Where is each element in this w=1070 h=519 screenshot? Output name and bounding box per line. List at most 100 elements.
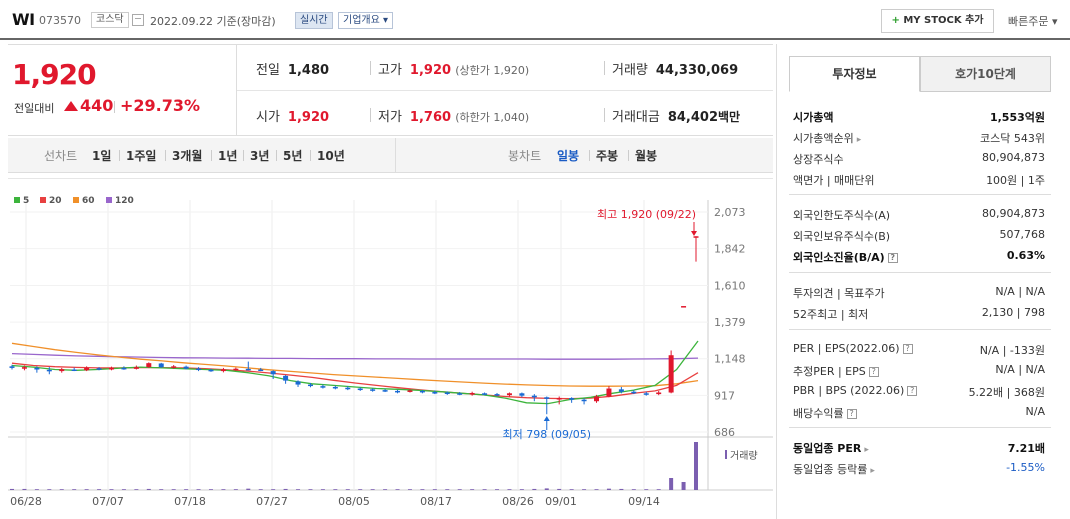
info-label: PBR | BPS (2022.06)? — [793, 384, 918, 397]
ma120-line — [11, 352, 699, 360]
divider — [395, 138, 396, 173]
candle-weekly[interactable]: 주봉 — [596, 149, 619, 163]
help-icon[interactable]: ? — [868, 367, 879, 377]
price-chart[interactable]: 2,073 1,842 1,610 1,379 1,148 917 686 06/28 07/0… — [8, 178, 773, 518]
divider — [310, 150, 311, 161]
candle-body — [345, 387, 351, 390]
info-label: 시가총액 — [793, 111, 834, 124]
info-row: 액면가 | 매매단위 100원 | 1주 — [789, 169, 1051, 189]
stat-amount: 거래대금 84,402백만 — [612, 106, 740, 125]
candle-body — [208, 369, 214, 372]
legend-swatch — [73, 197, 79, 203]
period-1y[interactable]: 1년 — [218, 149, 238, 163]
y-tick-label: 1,148 — [714, 353, 746, 366]
candle-body — [395, 390, 401, 393]
volume-bar — [159, 489, 164, 490]
tab-orderbook-10[interactable]: 호가10단계 — [920, 56, 1051, 92]
volume-bar — [681, 482, 686, 490]
stat-high: 고가 1,920 (상한가 1,920) — [378, 59, 529, 78]
help-icon[interactable]: ? — [907, 386, 918, 396]
info-value: N/A | N/A — [995, 285, 1045, 298]
y-tick-label: 1,379 — [714, 316, 746, 329]
candle-body — [544, 397, 550, 399]
candle-monthly[interactable]: 월봉 — [635, 149, 658, 163]
low-annotation: 최저 798 (09/05) — [503, 428, 592, 441]
info-row: 외국인보유주식수(B) 507,768 — [789, 225, 1051, 245]
divider — [776, 44, 777, 519]
candle-body — [618, 389, 624, 392]
volume-bar — [694, 442, 698, 490]
info-value: 2,130 | 798 — [981, 306, 1045, 319]
info-value: 80,904,873 — [982, 151, 1045, 164]
volume-bar — [519, 489, 524, 490]
period-3m[interactable]: 3개월 — [172, 149, 203, 163]
period-3y[interactable]: 3년 — [250, 149, 270, 163]
volume-bar — [308, 489, 313, 490]
period-10y[interactable]: 10년 — [317, 149, 345, 163]
divider — [589, 150, 590, 161]
candle-body — [196, 368, 202, 371]
help-icon[interactable]: ? — [846, 409, 857, 419]
candle-body — [357, 388, 363, 391]
y-tick-label: 917 — [714, 389, 735, 402]
volume-bar — [557, 488, 562, 490]
candle-chart-label: 봉차트 — [508, 149, 542, 163]
info-label[interactable]: 동일업종 PER ▸ — [793, 442, 869, 455]
volume-bar — [544, 488, 549, 490]
candle-body — [233, 368, 239, 371]
up-arrow-icon — [64, 101, 78, 111]
volume-bar — [457, 489, 462, 490]
x-tick-label: 09/01 — [545, 495, 577, 508]
info-label: 상장주식수 — [793, 153, 844, 166]
period-1w[interactable]: 1주일 — [126, 149, 157, 163]
period-1d[interactable]: 1일 — [92, 149, 112, 163]
realtime-button[interactable]: 실시간 — [295, 12, 333, 29]
candle-body — [245, 368, 251, 371]
stat-unit: 백만 — [718, 110, 741, 124]
divider — [370, 108, 371, 122]
divider — [789, 329, 1051, 330]
ma60-line — [11, 342, 699, 387]
volume-bar — [345, 489, 350, 490]
divider — [604, 61, 605, 75]
stat-value: 1,920 — [409, 63, 452, 78]
price-change: 440 — [64, 96, 113, 115]
volume-bar — [271, 489, 276, 490]
volume-bar — [333, 489, 338, 490]
info-row: 추정PER | EPS? N/A | N/A — [789, 360, 1051, 380]
candle-body — [531, 395, 537, 398]
candle-body — [332, 386, 338, 389]
divider — [237, 90, 773, 91]
info-tabs: 투자정보 호가10단계 — [789, 56, 1051, 92]
info-value: -1.55% — [1006, 461, 1045, 474]
info-value: 80,904,873 — [982, 207, 1045, 220]
info-row: PER | EPS(2022.06)? N/A | -133원 — [789, 339, 1051, 359]
info-value: 507,768 — [999, 228, 1046, 241]
volume-bar — [420, 489, 425, 490]
info-label[interactable]: 동일업종 등락률 ▸ — [793, 463, 875, 476]
divider — [789, 427, 1051, 428]
stat-open: 시가 1,920 — [256, 106, 329, 125]
quick-order-button[interactable]: 빠른주문 ▾ — [1008, 15, 1058, 28]
volume-bar — [470, 489, 475, 490]
help-icon[interactable]: ? — [887, 253, 898, 263]
volume-bar — [121, 489, 126, 490]
company-overview-dropdown[interactable]: 기업개요 ▾ — [338, 12, 393, 29]
tab-investment-info[interactable]: 투자정보 — [789, 56, 920, 92]
period-5y[interactable]: 5년 — [283, 149, 303, 163]
info-label[interactable]: 시가총액순위 ▸ — [793, 132, 862, 145]
info-value: N/A | N/A — [995, 363, 1045, 376]
candle-body — [594, 396, 600, 402]
candle-daily[interactable]: 일봉 — [557, 149, 580, 163]
help-icon[interactable]: ? — [902, 344, 913, 354]
candle-body — [84, 367, 90, 371]
volume-bar — [221, 489, 226, 490]
add-mystock-button[interactable]: + MY STOCK 추가 — [881, 9, 994, 33]
info-label: 외국인한도주식수(A) — [793, 209, 891, 222]
y-tick-label: 2,073 — [714, 206, 746, 219]
info-label: 액면가 | 매매단위 — [793, 174, 875, 187]
stat-limit: (상한가 1,920) — [455, 64, 530, 77]
chart-svg: 2,073 1,842 1,610 1,379 1,148 917 686 06/28 07/0… — [8, 178, 773, 508]
stat-value: 84,402 — [667, 110, 719, 125]
stat-limit: (하한가 1,040) — [455, 111, 530, 124]
